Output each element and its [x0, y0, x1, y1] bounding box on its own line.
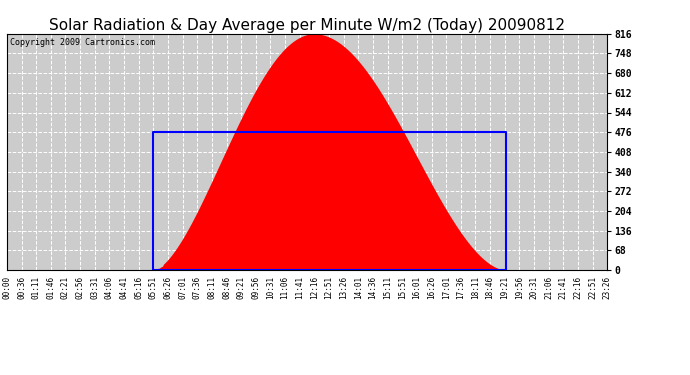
- Text: Copyright 2009 Cartronics.com: Copyright 2009 Cartronics.com: [10, 39, 155, 48]
- Title: Solar Radiation & Day Average per Minute W/m2 (Today) 20090812: Solar Radiation & Day Average per Minute…: [49, 18, 565, 33]
